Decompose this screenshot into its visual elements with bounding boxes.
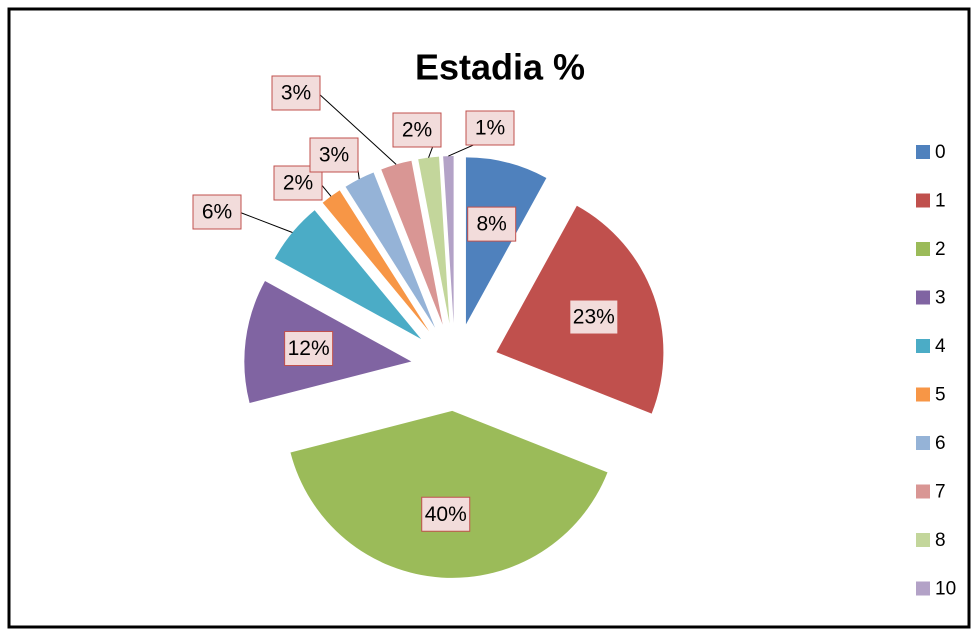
data-label-box <box>309 137 359 173</box>
data-label-box <box>392 112 442 148</box>
data-label: 1% <box>475 117 505 140</box>
pie-slice <box>345 172 436 328</box>
data-label: 2% <box>283 172 313 195</box>
data-label-box <box>421 496 471 532</box>
data-label: 12% <box>288 337 330 360</box>
pie-slice <box>290 410 608 578</box>
legend-label: 2 <box>935 239 946 260</box>
legend-label: 3 <box>935 288 946 309</box>
data-label: 3% <box>319 144 349 167</box>
leader-line <box>317 92 397 165</box>
data-label-box <box>284 331 334 367</box>
legend-swatch <box>916 193 930 208</box>
data-label: 3% <box>281 82 311 105</box>
pie-slice <box>381 160 443 325</box>
legend-swatch <box>916 436 930 450</box>
data-label-box <box>271 75 321 111</box>
legend-swatch <box>916 339 930 353</box>
legend-swatch <box>916 533 930 547</box>
data-label: 40% <box>425 503 467 526</box>
legend-label: 7 <box>935 482 946 503</box>
data-label-box <box>192 194 242 230</box>
chart-title: Estadia % <box>415 47 585 88</box>
pie-slice <box>443 156 454 324</box>
data-label: 8% <box>477 213 507 236</box>
pie-slice <box>322 190 430 332</box>
data-label-box <box>569 299 619 335</box>
legend-swatch <box>916 242 930 256</box>
data-label: 6% <box>202 201 232 224</box>
pie-slice <box>418 156 450 324</box>
legend-label: 6 <box>935 433 946 454</box>
legend-label: 10 <box>935 579 956 600</box>
data-label: 23% <box>573 306 615 329</box>
legend-swatch <box>916 145 930 159</box>
legend-label: 1 <box>935 191 946 212</box>
legend-swatch <box>916 387 930 402</box>
legend-label: 5 <box>935 385 946 406</box>
leader-line <box>238 211 293 233</box>
legend-swatch <box>916 290 930 305</box>
legend-swatch <box>916 484 930 499</box>
legend-swatch <box>916 581 930 596</box>
data-label: 2% <box>402 119 432 142</box>
legend-label: 8 <box>935 530 946 551</box>
legend-label: 0 <box>935 142 946 163</box>
legend-label: 4 <box>935 336 946 357</box>
pie-slice <box>274 210 422 339</box>
data-label-box <box>465 110 515 146</box>
data-label-box <box>467 206 517 242</box>
